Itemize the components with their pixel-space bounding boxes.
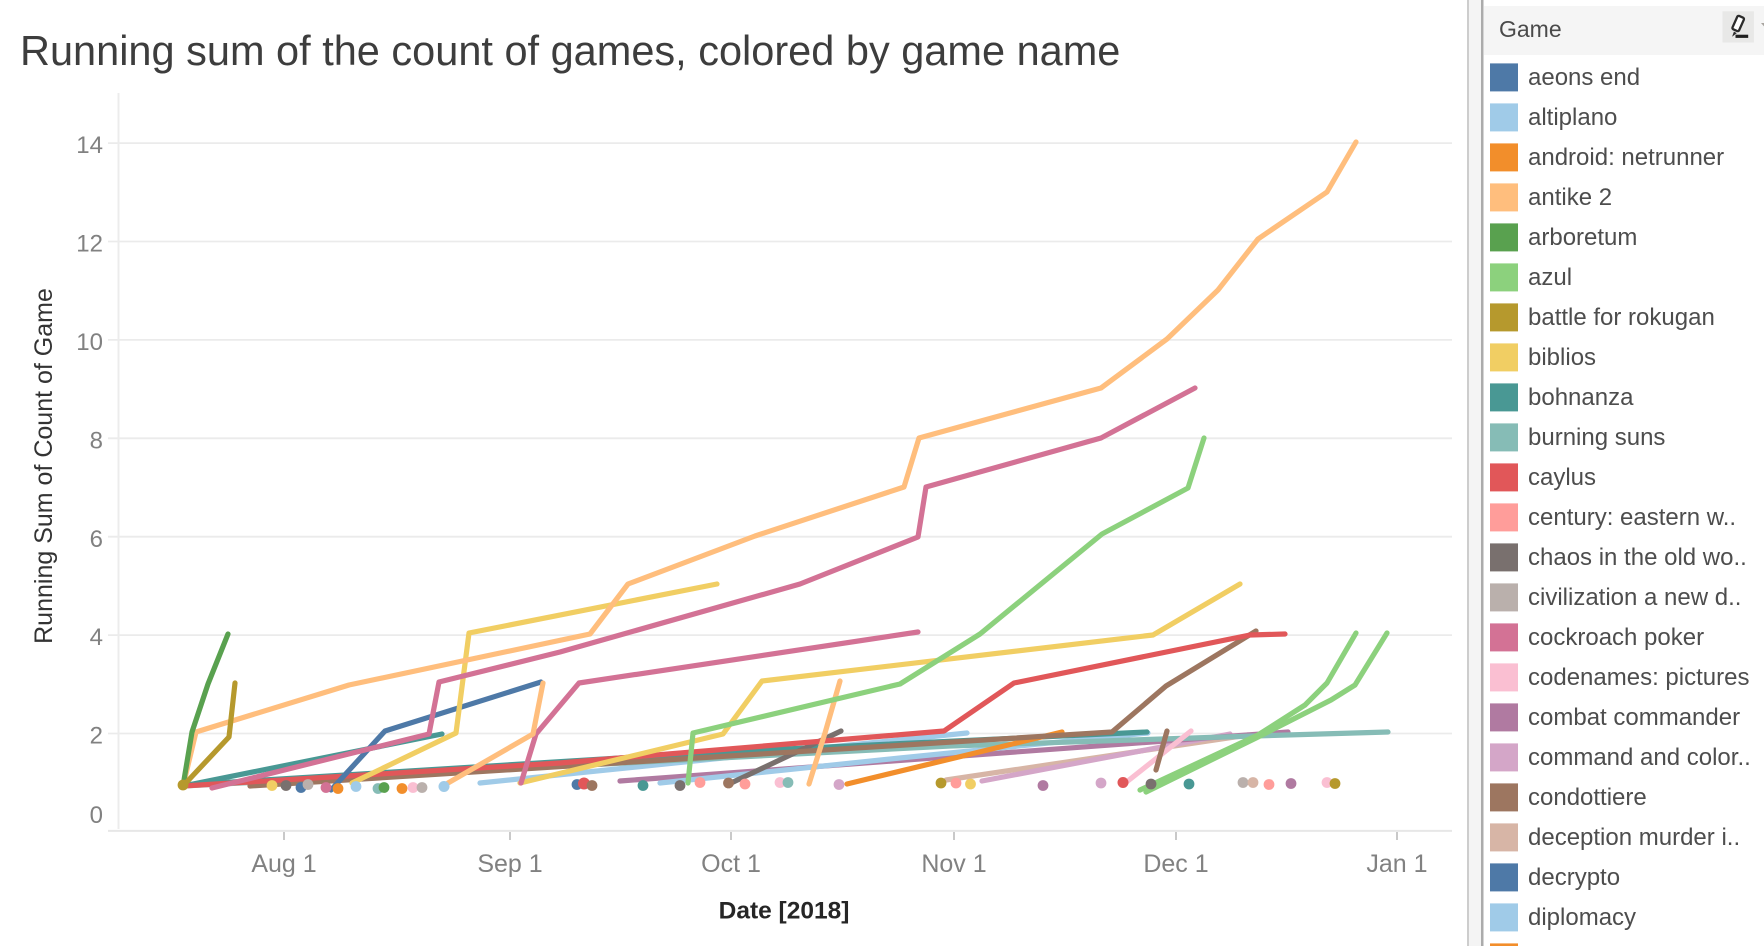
svg-text:aeons end: aeons end <box>1528 64 1640 91</box>
svg-text:battle for rokugan: battle for rokugan <box>1528 304 1715 331</box>
svg-text:Aug 1: Aug 1 <box>251 850 316 878</box>
svg-text:4: 4 <box>90 624 103 651</box>
svg-text:decrypto: decrypto <box>1528 864 1620 891</box>
svg-text:burning suns: burning suns <box>1528 424 1665 451</box>
svg-text:Running sum of the count of ga: Running sum of the count of games, color… <box>20 27 1120 74</box>
svg-text:6: 6 <box>90 526 103 553</box>
svg-text:Running Sum of Count of Game: Running Sum of Count of Game <box>30 288 58 644</box>
svg-text:0: 0 <box>90 802 103 829</box>
svg-text:caylus: caylus <box>1528 464 1596 491</box>
svg-text:arboretum: arboretum <box>1528 224 1637 251</box>
svg-text:deception murder i..: deception murder i.. <box>1528 824 1740 851</box>
svg-text:14: 14 <box>76 132 103 159</box>
svg-text:Oct 1: Oct 1 <box>701 850 761 878</box>
svg-text:cockroach poker: cockroach poker <box>1528 624 1704 651</box>
svg-text:bohnanza: bohnanza <box>1528 384 1634 411</box>
svg-text:Jan 1: Jan 1 <box>1366 850 1427 878</box>
svg-text:command and color..: command and color.. <box>1528 744 1751 771</box>
svg-text:android: netrunner: android: netrunner <box>1528 144 1724 171</box>
svg-text:altiplano: altiplano <box>1528 104 1617 131</box>
svg-text:Sep 1: Sep 1 <box>477 850 542 878</box>
svg-text:12: 12 <box>76 231 103 258</box>
svg-text:Game: Game <box>1499 16 1562 42</box>
svg-text:diplomacy: diplomacy <box>1528 904 1636 931</box>
svg-text:combat commander: combat commander <box>1528 704 1740 731</box>
svg-text:codenames: pictures: codenames: pictures <box>1528 664 1749 691</box>
svg-text:2: 2 <box>90 723 103 750</box>
svg-text:biblios: biblios <box>1528 344 1596 371</box>
svg-text:Date [2018]: Date [2018] <box>719 898 850 925</box>
svg-text:10: 10 <box>76 329 103 356</box>
svg-text:8: 8 <box>90 427 103 454</box>
svg-text:azul: azul <box>1528 264 1572 291</box>
svg-text:civilization a new d..: civilization a new d.. <box>1528 584 1741 611</box>
svg-text:antike 2: antike 2 <box>1528 184 1612 211</box>
svg-text:Nov 1: Nov 1 <box>921 850 986 878</box>
svg-text:Dec 1: Dec 1 <box>1143 850 1208 878</box>
svg-text:chaos in the old wo..: chaos in the old wo.. <box>1528 544 1747 571</box>
svg-text:condottiere: condottiere <box>1528 784 1647 811</box>
svg-text:century: eastern w..: century: eastern w.. <box>1528 504 1736 531</box>
